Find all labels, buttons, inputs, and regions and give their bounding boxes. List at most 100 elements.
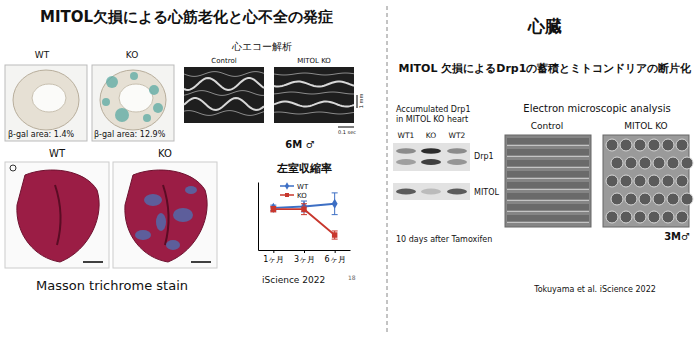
note: 3M♂ <box>664 231 690 242</box>
sarcomere-line <box>507 178 589 179</box>
chart-title: 左室収縮率 <box>276 162 332 175</box>
fibrosis-patch <box>166 240 180 250</box>
image-frame <box>184 67 264 123</box>
sarcomere-line <box>507 222 589 223</box>
mitochondrion <box>634 211 646 223</box>
blot-band <box>447 148 467 154</box>
echo-trace <box>184 111 264 116</box>
mitochondria-band <box>507 193 589 199</box>
data-point <box>270 203 276 213</box>
blot-strip <box>393 143 470 171</box>
blot-band <box>421 148 441 154</box>
mitochondria-band <box>507 149 589 155</box>
fibrosis-patch <box>156 213 166 231</box>
x-tick-label: 1ヶ月 <box>263 255 284 264</box>
divider <box>387 6 388 332</box>
band-label: MITOL <box>474 188 499 197</box>
stain-patch <box>149 85 159 95</box>
mitochondrion <box>653 157 665 169</box>
error-bar-cap <box>301 203 307 204</box>
y-axis-line <box>258 183 259 251</box>
error-bar <box>270 206 276 211</box>
em-image <box>603 135 693 227</box>
image-label: MITOL KO <box>624 121 667 131</box>
legend-label: WT <box>297 183 309 191</box>
mitochondrion <box>676 175 688 187</box>
mitochondria-band <box>507 171 589 177</box>
x-tick-label: 6ヶ月 <box>325 255 346 264</box>
mitochondria-band <box>507 204 589 210</box>
stain-patch <box>153 103 163 113</box>
lane-label: WT1 <box>398 131 415 140</box>
heart <box>17 170 99 262</box>
data-point <box>301 201 307 211</box>
x-tick: 3ヶ月 <box>294 250 315 264</box>
section-title: Electron microscopic analysis <box>523 103 670 114</box>
panel-title: MITOL欠損による心筋老化と心不全の発症 <box>40 8 333 26</box>
image-label: KO <box>158 148 172 159</box>
echo-trace <box>184 98 264 110</box>
mitochondrion <box>662 139 674 151</box>
slide: MITOL欠損による心筋老化と心不全の発症WTKOβ-gal area: 1.4… <box>0 0 700 338</box>
citation: iScience 2022 <box>262 275 325 285</box>
band-label: Drp1 <box>474 152 494 161</box>
scale-bar <box>338 127 354 128</box>
marker-symbol <box>10 165 16 171</box>
mitochondrion <box>676 211 688 223</box>
mitochondrion <box>634 139 646 151</box>
error-bar <box>301 201 307 212</box>
image-frame <box>5 162 109 268</box>
western-blot <box>393 143 470 200</box>
masson-image <box>5 162 109 268</box>
stain-patch <box>130 72 138 80</box>
mitochondrion <box>681 157 693 169</box>
sarcomere-line <box>507 156 589 157</box>
data-point <box>332 199 338 209</box>
mitochondrion <box>648 175 660 187</box>
mitochondrion <box>611 157 623 169</box>
septum <box>55 185 61 245</box>
echo-trace <box>184 72 264 77</box>
masson-image <box>113 162 217 268</box>
fibrosis-patch <box>144 194 162 206</box>
data-point <box>332 232 337 237</box>
lane-label: WT2 <box>449 131 466 140</box>
mitochondrion <box>639 193 651 205</box>
mitochondrion <box>611 193 623 205</box>
image-label: MITOL KO <box>297 57 331 65</box>
x-tick-mark <box>273 250 274 253</box>
image-frame <box>113 162 217 268</box>
stain-patch <box>115 108 129 122</box>
legend: WTKO <box>280 182 309 200</box>
mitochondrion <box>606 139 618 151</box>
caption: Masson trichrome stain <box>36 278 188 293</box>
scale-label: 0.1 sec <box>338 129 356 135</box>
echo-trace <box>274 102 354 107</box>
x-tick-mark <box>304 250 305 253</box>
blot-band <box>396 148 416 154</box>
blot-band <box>447 159 467 165</box>
image-frame <box>5 65 87 141</box>
bgal-image <box>92 65 174 141</box>
scale-bar <box>83 261 103 263</box>
ventricle <box>32 84 66 112</box>
blot-band <box>396 159 416 165</box>
bgal-image <box>5 65 87 141</box>
note: 10 days after Tamoxifen <box>396 235 492 244</box>
data-point <box>301 206 306 211</box>
x-tick-label: 3ヶ月 <box>294 255 315 264</box>
image-label: KO <box>126 50 139 60</box>
fibrosis-patch <box>185 186 197 194</box>
echo-trace <box>274 73 354 75</box>
image-frame <box>92 65 174 141</box>
panel-title: 心臓 <box>527 16 562 36</box>
echo-trace <box>274 112 354 114</box>
stain-patch <box>102 98 110 106</box>
image-label: Control <box>531 121 564 131</box>
legend-label: KO <box>297 192 307 200</box>
chart: 左室収縮率 1ヶ月 3ヶ月 6ヶ月 WTKO <box>259 162 351 264</box>
heart-section <box>100 70 166 130</box>
mitochondrion <box>676 139 688 151</box>
legend-marker <box>285 193 289 197</box>
mitochondrion <box>648 211 660 223</box>
